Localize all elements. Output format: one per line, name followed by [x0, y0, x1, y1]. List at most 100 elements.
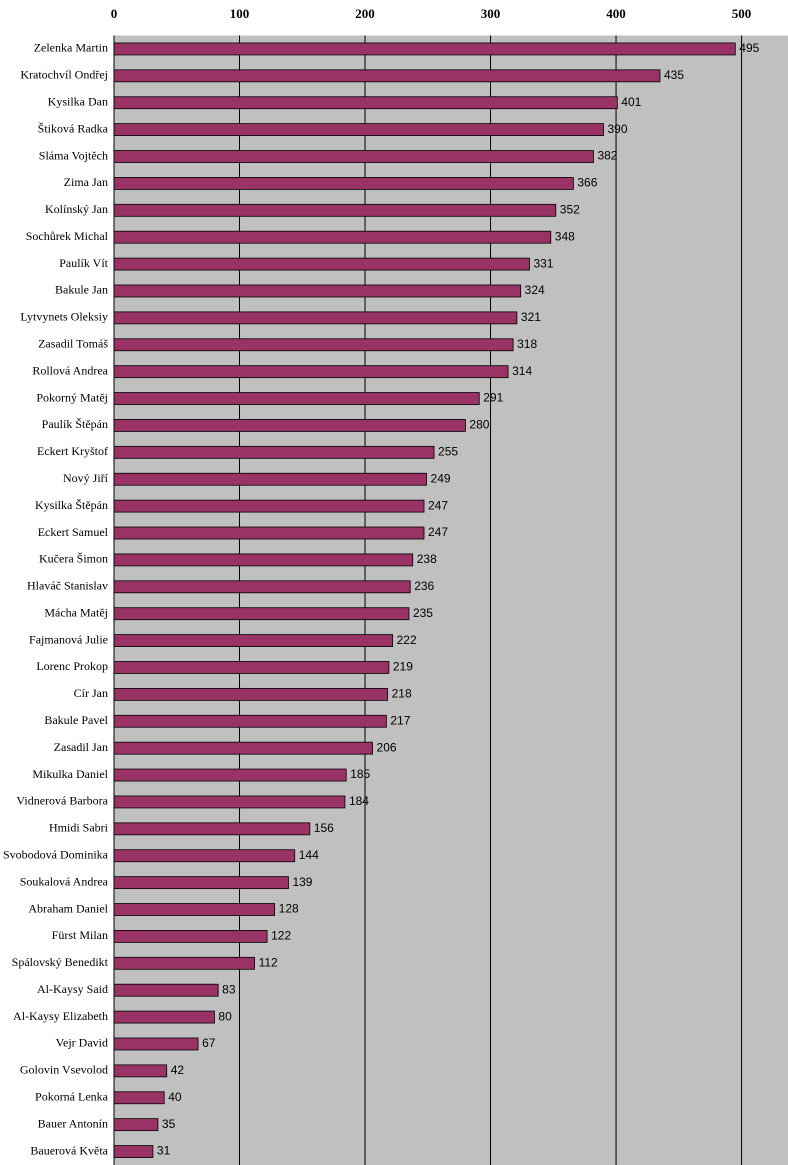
y-tick-label: Kratochvíl Ondřej: [20, 68, 108, 82]
y-tick-label: Svobodová Dominika: [3, 847, 109, 861]
value-label: 122: [271, 929, 291, 943]
y-tick-label: Soukalová Andrea: [20, 874, 109, 888]
value-label: 144: [299, 848, 319, 862]
y-tick-label: Abraham Daniel: [28, 901, 108, 915]
y-tick-label: Zasadil Tomáš: [38, 337, 108, 351]
bar: [113, 687, 389, 701]
y-tick-label: Al-Kaysy Said: [37, 982, 108, 996]
bar: [113, 1064, 168, 1078]
bar: [113, 1118, 159, 1132]
bar: [113, 96, 618, 110]
bar: [113, 768, 347, 782]
y-tick-label: Kolínský Jan: [45, 202, 108, 216]
x-tick-label: 0: [111, 6, 118, 21]
value-label: 206: [377, 740, 397, 754]
y-tick-label: Spálovský Benedikt: [12, 955, 109, 969]
value-label: 247: [428, 525, 448, 539]
y-tick-label: Pokorná Lenka: [35, 1090, 109, 1104]
value-label: 217: [390, 713, 410, 727]
value-label: 401: [621, 95, 641, 109]
value-label: 80: [218, 1009, 232, 1023]
y-tick-label: Nový Jiří: [63, 471, 109, 485]
y-tick-label: Kysilka Štěpán: [35, 498, 108, 512]
bar: [113, 123, 604, 137]
bar: [113, 1037, 199, 1051]
y-tick-label: Paulík Vít: [59, 256, 108, 270]
x-tick-label: 400: [606, 6, 626, 21]
bar: [113, 445, 435, 459]
bar: [113, 150, 594, 163]
y-tick-label: Paulík Štěpán: [42, 417, 108, 431]
y-tick-label: Pokorný Matěj: [36, 390, 108, 404]
y-tick-label: Bauer Antonín: [38, 1116, 108, 1130]
bar: [113, 1145, 154, 1158]
y-tick-label: Cír Jan: [74, 686, 108, 700]
y-tick-label: Vidnerová Barbora: [16, 794, 108, 808]
y-tick-label: Bakule Jan: [55, 283, 108, 297]
x-tick-label: 500: [732, 6, 752, 21]
value-label: 495: [739, 41, 759, 55]
bar: [113, 956, 255, 970]
value-label: 156: [314, 821, 334, 835]
value-label: 236: [414, 579, 434, 593]
y-tick-label: Fajmanová Julie: [29, 632, 108, 646]
value-label: 314: [512, 364, 532, 378]
x-tick-label: 100: [230, 6, 250, 21]
bar: [113, 69, 661, 83]
value-label: 219: [393, 660, 413, 674]
bar: [113, 284, 522, 298]
y-tick-label: Eckert Kryštof: [37, 444, 108, 458]
bar: [113, 822, 311, 836]
y-tick-label: Zelenka Martin: [34, 41, 108, 55]
bar: [113, 661, 390, 674]
bar: [113, 741, 373, 755]
y-tick-label: Kučera Šimon: [39, 552, 108, 566]
y-tick-label: Lorenc Prokop: [36, 659, 108, 673]
bar: [113, 472, 427, 486]
y-tick-label: Bauerová Květa: [30, 1143, 108, 1157]
bar: [113, 177, 574, 190]
value-label: 42: [171, 1063, 185, 1077]
bar: [113, 311, 518, 325]
y-tick-label: Hmidi Sabri: [49, 821, 109, 835]
value-label: 184: [349, 794, 369, 808]
value-label: 247: [428, 498, 448, 512]
y-tick-label: Golovin Vsevolod: [20, 1063, 108, 1077]
y-tick-label: Mácha Matěj: [44, 605, 108, 619]
bar: [113, 419, 466, 432]
y-tick-label: Bakule Pavel: [44, 713, 108, 727]
bar: [113, 257, 530, 271]
value-label: 321: [521, 310, 541, 324]
bar: [113, 392, 480, 405]
value-label: 382: [597, 149, 617, 163]
bar: [113, 553, 414, 567]
bar: [113, 795, 346, 809]
bar: [113, 365, 509, 379]
y-tick-label: Kysilka Dan: [48, 94, 108, 108]
bar: [113, 930, 268, 943]
x-tick-label: 300: [481, 6, 501, 21]
y-tick-label: Sláma Vojtěch: [39, 148, 108, 162]
y-tick-label: Lytvynets Oleksiy: [20, 310, 108, 324]
bar: [113, 1010, 215, 1024]
y-tick-label: Mikulka Daniel: [32, 767, 108, 781]
bar: [113, 607, 410, 621]
value-label: 139: [292, 875, 312, 889]
value-label: 324: [525, 283, 545, 297]
value-label: 218: [392, 687, 412, 701]
bar: [113, 230, 552, 244]
bar: [113, 526, 425, 540]
value-label: 235: [413, 606, 433, 620]
bar: [113, 849, 296, 863]
value-label: 331: [533, 256, 553, 270]
bar: [113, 714, 387, 728]
value-label: 67: [202, 1036, 216, 1050]
bar: [113, 42, 736, 56]
value-label: 112: [259, 955, 278, 969]
value-label: 222: [397, 633, 417, 647]
bar: [113, 499, 425, 513]
y-tick-label: Fürst Milan: [52, 928, 108, 942]
value-label: 185: [350, 767, 370, 781]
value-label: 31: [157, 1144, 171, 1158]
